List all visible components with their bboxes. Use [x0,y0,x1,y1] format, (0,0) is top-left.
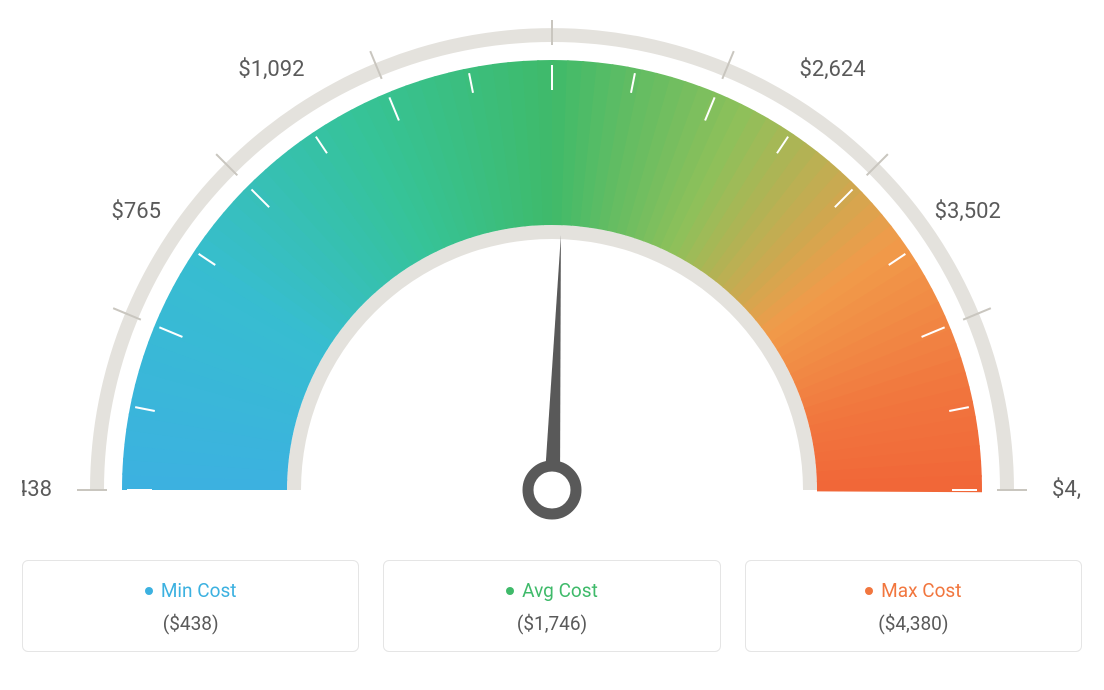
legend-dot-max [865,587,873,595]
legend-text-min: Min Cost [161,579,237,602]
svg-text:$3,502: $3,502 [935,199,1001,224]
legend-value-min: ($438) [33,612,348,635]
legend-dot-min [145,587,153,595]
legend-card-avg: Avg Cost ($1,746) [383,560,720,652]
svg-text:$1,092: $1,092 [238,57,304,82]
legend-text-avg: Avg Cost [522,579,598,602]
legend-value-avg: ($1,746) [394,612,709,635]
legend-dot-avg [506,587,514,595]
svg-text:$4,380: $4,380 [1052,477,1082,502]
legend-text-max: Max Cost [881,579,961,602]
legend-label-avg: Avg Cost [394,579,709,602]
gauge-svg: $438$765$1,092$1,746$2,624$3,502$4,380 [22,20,1082,540]
legend-card-min: Min Cost ($438) [22,560,359,652]
svg-text:$765: $765 [112,199,161,224]
svg-text:$438: $438 [22,477,52,502]
legend-label-max: Max Cost [756,579,1071,602]
legend-card-max: Max Cost ($4,380) [745,560,1082,652]
cost-gauge-chart: $438$765$1,092$1,746$2,624$3,502$4,380 [22,20,1082,540]
svg-text:$2,624: $2,624 [799,57,865,82]
legend-row: Min Cost ($438) Avg Cost ($1,746) Max Co… [22,560,1082,652]
legend-label-min: Min Cost [33,579,348,602]
legend-value-max: ($4,380) [756,612,1071,635]
